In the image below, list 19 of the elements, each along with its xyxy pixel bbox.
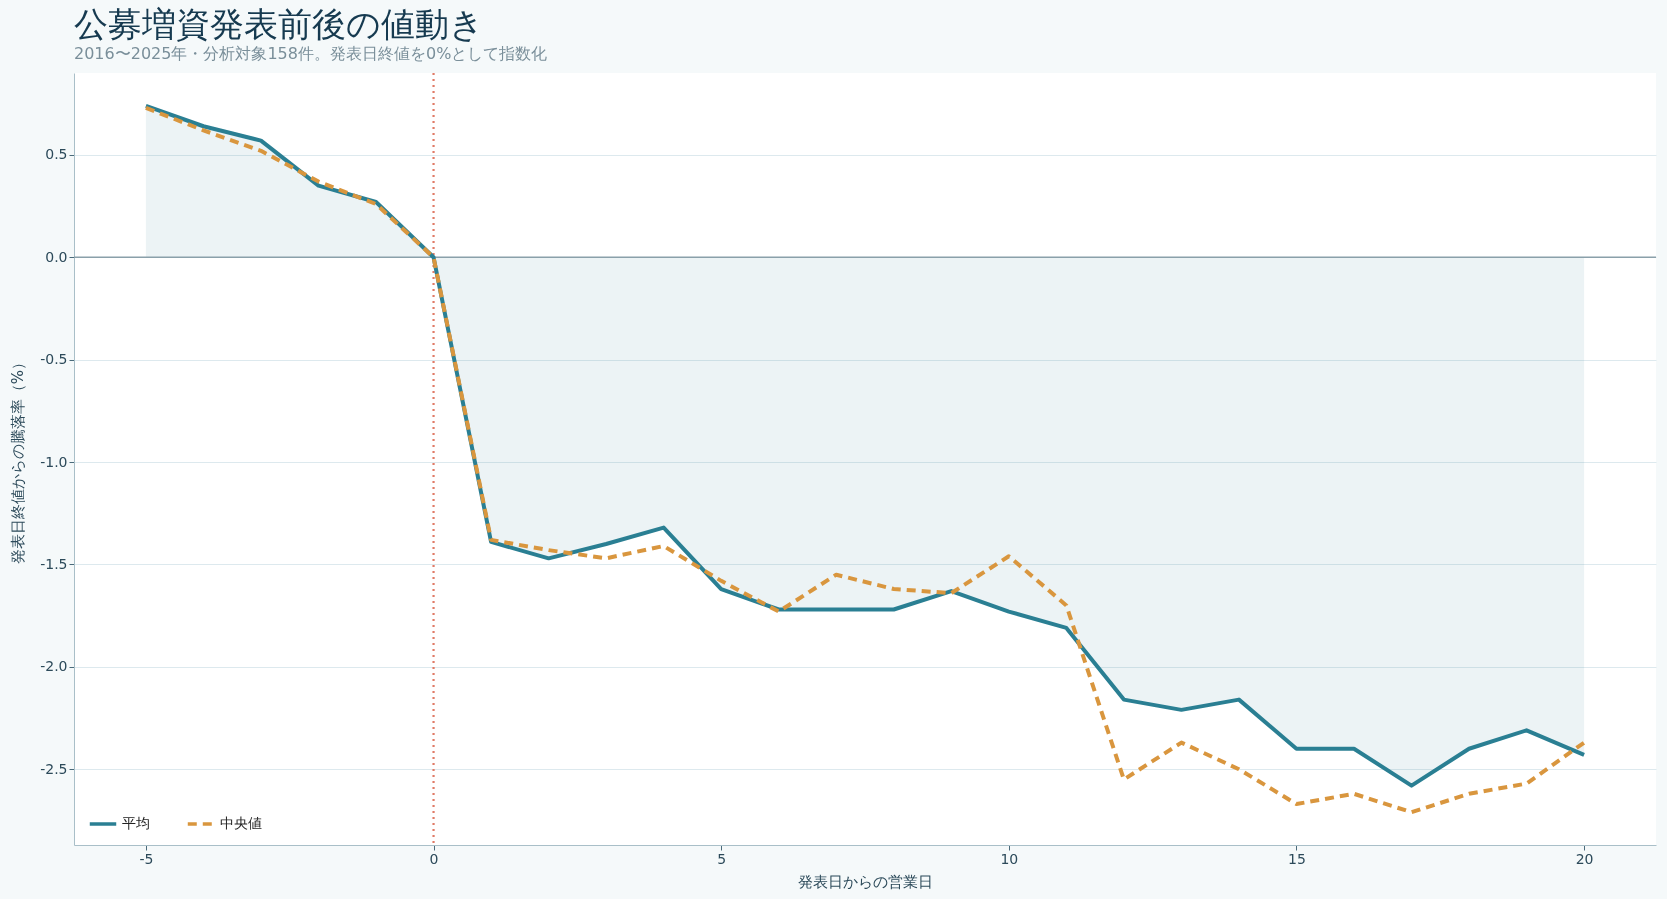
y-tick-label: -2.5 xyxy=(40,760,68,777)
y-tick-label: 0.0 xyxy=(45,248,68,265)
y-tick-label: 0.5 xyxy=(45,146,68,163)
chart-title: 公募増資発表前後の値動き xyxy=(74,3,484,44)
y-tick-label: -0.5 xyxy=(40,351,68,368)
y-axis-title: 発表日終値からの騰落率（%） xyxy=(9,354,28,565)
y-tick-label: -1.5 xyxy=(40,555,68,572)
y-tick-label: -2.0 xyxy=(40,658,68,675)
x-tick-label: 20 xyxy=(1575,850,1594,867)
legend-label: 中央値 xyxy=(220,815,262,831)
x-tick-label: -5 xyxy=(139,850,154,867)
chart-subtitle: 2016〜2025年・分析対象158件。発表日終値を0%として指数化 xyxy=(74,43,548,63)
legend-label: 平均 xyxy=(122,815,150,831)
x-tick-label: 10 xyxy=(1000,850,1019,867)
y-tick-label: -1.0 xyxy=(40,453,68,470)
x-axis-title: 発表日からの営業日 xyxy=(798,872,933,891)
x-tick-label: 5 xyxy=(717,850,727,867)
x-tick-label: 0 xyxy=(429,850,439,867)
x-tick-label: 15 xyxy=(1288,850,1306,867)
